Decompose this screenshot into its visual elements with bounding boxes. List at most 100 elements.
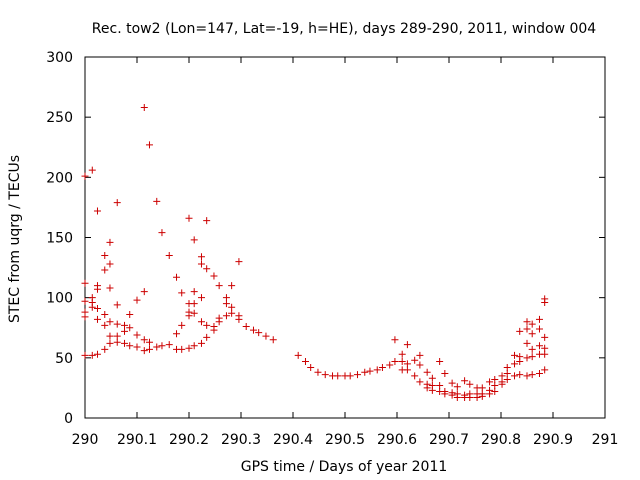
data-point <box>210 272 218 280</box>
data-point <box>523 339 531 347</box>
y-tick-label: 50 <box>55 351 73 367</box>
data-point <box>448 391 456 399</box>
data-point <box>88 351 96 359</box>
data-point <box>528 371 536 379</box>
y-tick-label: 0 <box>64 411 73 427</box>
data-point <box>294 351 302 359</box>
data-point <box>185 344 193 352</box>
data-point <box>511 372 519 380</box>
data-point <box>398 357 406 365</box>
data-point <box>486 378 494 386</box>
data-point <box>448 379 456 387</box>
data-point <box>126 324 134 332</box>
data-point <box>411 356 419 364</box>
data-point <box>228 282 236 290</box>
data-point <box>511 351 519 359</box>
data-point <box>523 318 531 326</box>
data-point <box>140 288 148 296</box>
data-point <box>301 357 309 365</box>
data-point <box>541 350 549 358</box>
plot-frame <box>84 56 606 419</box>
data-point <box>373 366 381 374</box>
data-point <box>528 320 536 328</box>
data-point <box>203 321 211 329</box>
data-point <box>145 141 153 149</box>
data-point <box>503 363 511 371</box>
data-point <box>126 311 134 319</box>
data-point <box>321 371 329 379</box>
data-point <box>441 369 449 377</box>
data-point <box>190 236 198 244</box>
data-point <box>403 366 411 374</box>
data-point <box>93 207 101 215</box>
data-point <box>173 330 181 338</box>
data-point <box>101 311 109 319</box>
data-point <box>81 279 89 287</box>
data-point <box>106 284 114 292</box>
data-point <box>498 380 506 388</box>
data-point <box>428 374 436 382</box>
data-point <box>101 252 109 260</box>
data-point <box>93 350 101 358</box>
data-point <box>88 166 96 174</box>
data-point <box>178 289 186 297</box>
data-point <box>441 390 449 398</box>
data-point <box>466 394 474 402</box>
data-point <box>197 294 205 302</box>
data-point <box>307 363 315 371</box>
data-point <box>436 382 444 390</box>
data-point <box>140 104 148 112</box>
data-point <box>541 366 549 374</box>
data-point <box>126 342 134 350</box>
data-point <box>503 375 511 383</box>
data-point <box>185 312 193 320</box>
data-point <box>416 378 424 386</box>
data-point <box>242 323 250 331</box>
data-point <box>106 260 114 268</box>
data-point <box>535 315 543 323</box>
data-point <box>190 342 198 350</box>
data-point <box>106 238 114 246</box>
data-point <box>165 341 173 349</box>
data-point <box>416 351 424 359</box>
x-tick-label: 290.7 <box>429 432 469 448</box>
data-point <box>203 217 211 225</box>
data-point <box>353 371 361 379</box>
data-point <box>541 333 549 341</box>
data-point <box>81 351 89 359</box>
data-point <box>190 309 198 317</box>
data-point <box>541 344 549 352</box>
x-axis-label: GPS time / Days of year 2011 <box>241 459 448 475</box>
data-point <box>535 369 543 377</box>
x-tick-label: 290.5 <box>325 432 365 448</box>
data-point <box>93 285 101 293</box>
data-point <box>403 341 411 349</box>
data-point <box>203 333 211 341</box>
data-point <box>453 383 461 391</box>
data-point <box>398 350 406 358</box>
data-point <box>178 345 186 353</box>
data-point <box>523 354 531 362</box>
plot-border <box>84 56 606 419</box>
x-tick-label: 290.6 <box>377 432 417 448</box>
data-point <box>215 318 223 326</box>
data-point <box>523 325 531 333</box>
data-point <box>153 343 161 351</box>
data-point <box>423 384 431 392</box>
data-point <box>416 361 424 369</box>
data-point <box>498 372 506 380</box>
data-point <box>535 325 543 333</box>
data-point <box>81 172 89 180</box>
data-point <box>391 336 399 344</box>
data-point <box>235 315 243 323</box>
data-point <box>121 321 129 329</box>
data-point <box>101 345 109 353</box>
data-point <box>491 375 499 383</box>
data-point <box>133 331 141 339</box>
data-point <box>140 347 148 355</box>
data-point <box>133 296 141 304</box>
data-point <box>511 360 519 368</box>
x-axis-ticks: 290 290.1 290.2 290.3 290.4 290.5 290.6 290.7 29… <box>72 57 618 448</box>
data-point <box>222 300 230 308</box>
data-point <box>106 332 114 340</box>
